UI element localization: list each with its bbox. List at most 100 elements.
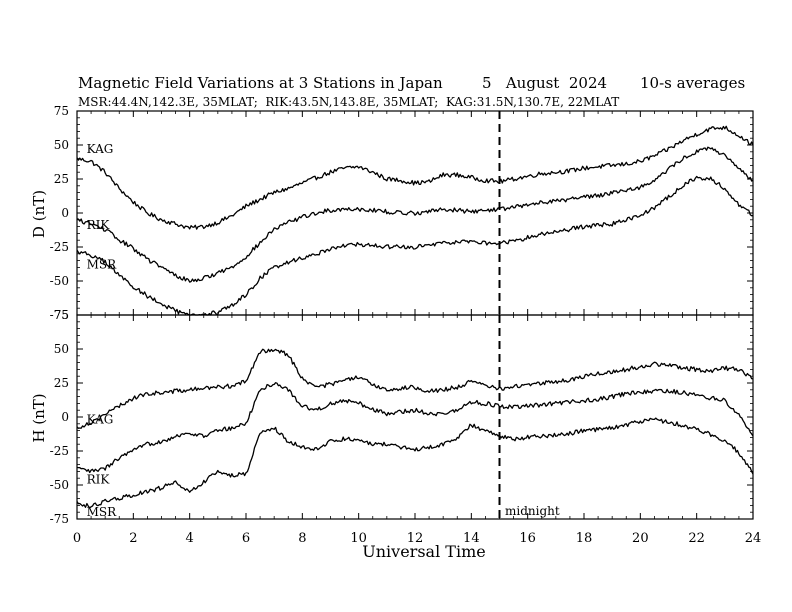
data-point-msr-h [485, 430, 486, 431]
data-point-rik-h [288, 389, 289, 390]
data-point-kag-d [555, 172, 556, 173]
series-label-msr-d: MSR [87, 258, 118, 272]
data-point-msr-d [668, 196, 669, 197]
data-point-kag-d [471, 177, 472, 178]
data-point-rik-h [443, 414, 444, 415]
x-tick-label: 20 [632, 531, 649, 546]
series-label-msr-h: MSR [87, 505, 118, 519]
data-point-kag-h [76, 427, 77, 428]
data-point-kag-h [724, 367, 725, 368]
data-point-msr-h [344, 438, 345, 439]
data-point-msr-d [640, 215, 641, 216]
data-point-kag-d [119, 188, 120, 189]
data-point-rik-d [119, 240, 120, 241]
data-point-rik-d [358, 208, 359, 209]
series-label-rik-d: RIK [87, 218, 111, 232]
data-point-kag-d [330, 172, 331, 173]
data-point-msr-d [231, 305, 232, 306]
data-point-kag-h [189, 389, 190, 390]
data-point-msr-d [372, 245, 373, 246]
data-point-msr-d [358, 244, 359, 245]
data-point-kag-h [302, 378, 303, 379]
data-point-msr-d [147, 295, 148, 296]
data-point-kag-h [259, 351, 260, 352]
data-point-kag-h [372, 384, 373, 385]
data-point-msr-d [569, 229, 570, 230]
panel-d-ytick-label: 0 [61, 206, 69, 220]
data-point-kag-d [626, 163, 627, 164]
data-point-kag-h [499, 388, 500, 389]
data-point-msr-h [555, 434, 556, 435]
data-point-msr-d [583, 226, 584, 227]
data-point-kag-d [175, 223, 176, 224]
data-point-msr-d [161, 304, 162, 305]
data-point-rik-h [752, 435, 753, 436]
data-point-kag-d [76, 158, 77, 159]
data-point-msr-h [640, 420, 641, 421]
data-point-msr-h [710, 434, 711, 435]
data-point-rik-d [668, 169, 669, 170]
data-point-kag-h [203, 388, 204, 389]
data-point-rik-h [640, 392, 641, 393]
data-point-rik-d [640, 187, 641, 188]
x-tick-label: 24 [745, 531, 762, 546]
data-point-rik-d [316, 212, 317, 213]
data-point-rik-h [259, 389, 260, 390]
data-point-kag-d [372, 172, 373, 173]
data-point-msr-h [668, 422, 669, 423]
data-point-rik-d [330, 210, 331, 211]
data-point-msr-d [527, 237, 528, 238]
data-point-rik-h [583, 400, 584, 401]
data-point-msr-d [245, 294, 246, 295]
data-point-kag-h [682, 367, 683, 368]
data-point-rik-d [752, 180, 753, 181]
data-point-kag-h [696, 369, 697, 370]
data-point-kag-h [654, 363, 655, 364]
data-point-rik-h [513, 407, 514, 408]
panel-d: -75 -50 -25 0 25 50 75 KAG RIK MSR [50, 104, 754, 322]
data-point-rik-d [513, 207, 514, 208]
data-point-rik-h [76, 468, 77, 469]
data-point-kag-d [358, 166, 359, 167]
data-point-msr-h [752, 474, 753, 475]
x-tick-label: 0 [73, 531, 81, 546]
panel-d-ytick-label: 50 [54, 138, 69, 152]
data-point-kag-d [231, 215, 232, 216]
data-point-kag-d [612, 165, 613, 166]
data-point-rik-h [400, 411, 401, 412]
panel-d-ytick-label: -25 [50, 240, 69, 254]
data-point-rik-d [710, 147, 711, 148]
data-point-msr-d [682, 185, 683, 186]
data-point-kag-d [710, 128, 711, 129]
data-point-kag-h [710, 370, 711, 371]
data-point-rik-d [654, 180, 655, 181]
data-point-kag-h [414, 386, 415, 387]
data-point-kag-h [161, 392, 162, 393]
data-point-rik-d [555, 200, 556, 201]
data-point-kag-d [245, 206, 246, 207]
data-point-kag-d [344, 168, 345, 169]
data-point-kag-d [738, 135, 739, 136]
data-point-kag-d [217, 222, 218, 223]
data-point-msr-h [457, 437, 458, 438]
data-point-rik-h [119, 457, 120, 458]
data-point-kag-h [668, 365, 669, 366]
data-point-rik-d [386, 211, 387, 212]
data-point-rik-h [626, 393, 627, 394]
data-point-kag-d [105, 172, 106, 173]
panel-d-ytick-label: -75 [50, 308, 69, 322]
data-point-kag-d [513, 178, 514, 179]
data-point-msr-d [710, 178, 711, 179]
data-point-kag-h [583, 376, 584, 377]
data-point-rik-d [147, 259, 148, 260]
data-point-msr-h [203, 482, 204, 483]
data-point-kag-d [203, 226, 204, 227]
data-point-msr-h [231, 475, 232, 476]
data-point-msr-h [513, 438, 514, 439]
data-point-msr-h [541, 435, 542, 436]
data-point-rik-d [414, 212, 415, 213]
data-point-kag-d [569, 170, 570, 171]
data-point-msr-d [330, 248, 331, 249]
data-point-kag-d [527, 176, 528, 177]
data-point-kag-h [274, 348, 275, 349]
